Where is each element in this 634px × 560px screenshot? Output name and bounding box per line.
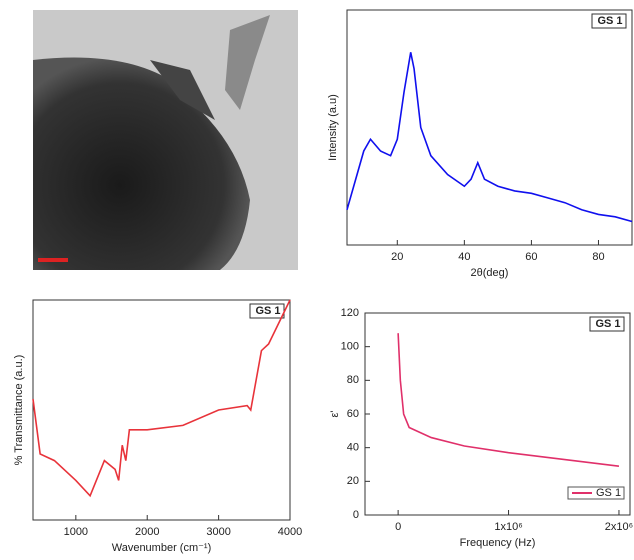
x-tick-label: 3000 xyxy=(206,526,230,538)
x-tick-label: 80 xyxy=(592,251,604,263)
x-tick-label: 2000 xyxy=(135,526,159,538)
x-tick-label: 1000 xyxy=(64,526,88,538)
x-tick-label: 20 xyxy=(391,251,403,263)
plot-frame xyxy=(364,312,631,516)
annotation: GS 1 xyxy=(595,318,620,330)
x-tick-label: 40 xyxy=(458,251,470,263)
data-line xyxy=(346,52,633,223)
x-axis-label: Wavenumber (cm⁻¹) xyxy=(112,542,212,554)
y-tick-label: 0 xyxy=(353,509,359,521)
x-tick-label: 1x10⁶ xyxy=(494,521,522,533)
annotation: GS 1 xyxy=(255,305,280,317)
tem-image xyxy=(33,10,298,270)
y-tick-label: 80 xyxy=(347,374,359,386)
annotation-box xyxy=(591,13,627,29)
y-tick-label: 40 xyxy=(347,442,359,454)
legend-label: GS 1 xyxy=(596,487,621,499)
y-axis-label: Intensity (a.u) xyxy=(327,94,339,161)
data-line xyxy=(32,299,291,498)
plot-frame xyxy=(32,299,291,521)
y-tick-label: 60 xyxy=(347,408,359,420)
y-tick-label: 100 xyxy=(341,341,359,353)
x-tick-label: 4000 xyxy=(278,526,302,538)
y-tick-label: 20 xyxy=(347,475,359,487)
x-tick-label: 60 xyxy=(525,251,537,263)
annotation: GS 1 xyxy=(597,15,622,27)
annotation-box xyxy=(589,316,625,332)
data-line xyxy=(397,333,620,467)
x-axis-label: Frequency (Hz) xyxy=(460,537,536,549)
x-tick-label: 0 xyxy=(395,521,401,533)
y-axis-label: % Transmittance (a.u.) xyxy=(13,355,25,466)
legend-box xyxy=(567,486,625,500)
y-axis-label: ε' xyxy=(329,410,341,417)
x-tick-label: 2x10⁶ xyxy=(605,521,633,533)
plot-frame xyxy=(346,9,633,246)
y-tick-label: 120 xyxy=(341,307,359,319)
x-axis-label: 2θ(deg) xyxy=(471,267,509,279)
